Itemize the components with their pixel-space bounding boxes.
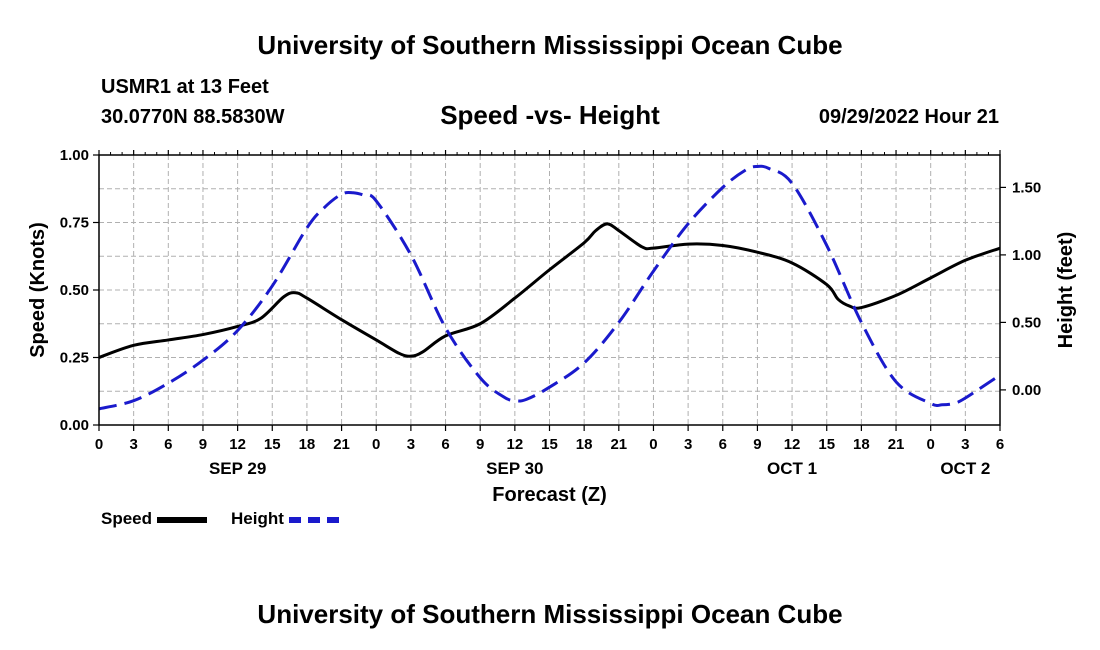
date-label: SEP 30 [486,459,543,478]
x-tick-label: 6 [164,436,172,453]
x-tick-label: 15 [264,436,281,453]
forecast-datetime: 09/29/2022 Hour 21 [818,106,999,128]
x-tick-label: 21 [888,436,905,453]
y-tick-label: 0.75 [60,215,89,232]
y-tick-label: 0.25 [60,350,89,367]
y2-axis-title: Height (feet) [1055,232,1077,349]
x-tick-label: 15 [541,436,558,453]
legend-item-speed: Speed [101,509,207,529]
x-tick-label: 12 [784,436,801,453]
x-tick-label: 9 [753,436,761,453]
x-tick-label: 12 [507,436,524,453]
x-tick-label: 0 [95,436,103,453]
y-tick-label: 0.00 [60,417,89,434]
x-tick-label: 18 [299,436,316,453]
legend-speed-label: Speed [101,509,153,528]
y2-tick-label: 1.00 [1012,247,1041,264]
x-tick-label: 21 [610,436,627,453]
x-tick-label: 9 [476,436,484,453]
x-tick-label: 3 [129,436,137,453]
legend-height-swatch [288,516,339,523]
x-tick-label: 3 [407,436,415,453]
chart-title: Speed -vs- Height [440,100,660,130]
date-label: SEP 29 [209,459,266,478]
y2-tick-label: 0.00 [1012,382,1041,399]
x-tick-label: 15 [818,436,835,453]
x-axis-title: Forecast (Z) [492,484,606,506]
x-tick-label: 6 [441,436,449,453]
x-tick-label: 18 [853,436,870,453]
series-line-speed [98,222,1001,359]
y2-tick-label: 1.50 [1012,179,1041,196]
x-tick-label: 0 [927,436,935,453]
x-tick-label: 3 [961,436,969,453]
x-tick-label: 12 [229,436,246,453]
x-tick-label: 9 [199,436,207,453]
y2-tick-label: 0.50 [1012,314,1041,331]
x-tick-label: 21 [333,436,350,453]
x-tick-label: 0 [372,436,380,453]
x-tick-label: 6 [719,436,727,453]
legend-item-height: Height [231,509,339,529]
coordinates-label: 30.0770N 88.5830W [101,106,285,128]
legend-speed-swatch [156,516,207,523]
date-label: OCT 2 [940,459,990,478]
y-tick-label: 1.00 [60,147,89,164]
date-label: OCT 1 [767,459,817,478]
x-tick-label: 3 [684,436,692,453]
y-axis-title: Speed (Knots) [27,222,49,358]
page-title: University of Southern Mississippi Ocean… [257,30,843,60]
x-tick-label: 18 [576,436,593,453]
x-tick-label: 6 [996,436,1004,453]
y-tick-label: 0.50 [60,282,89,299]
station-label: USMR1 at 13 Feet [101,76,269,98]
legend-height-label: Height [231,509,284,528]
footer-title: University of Southern Mississippi Ocean… [257,599,843,629]
x-tick-label: 0 [649,436,657,453]
